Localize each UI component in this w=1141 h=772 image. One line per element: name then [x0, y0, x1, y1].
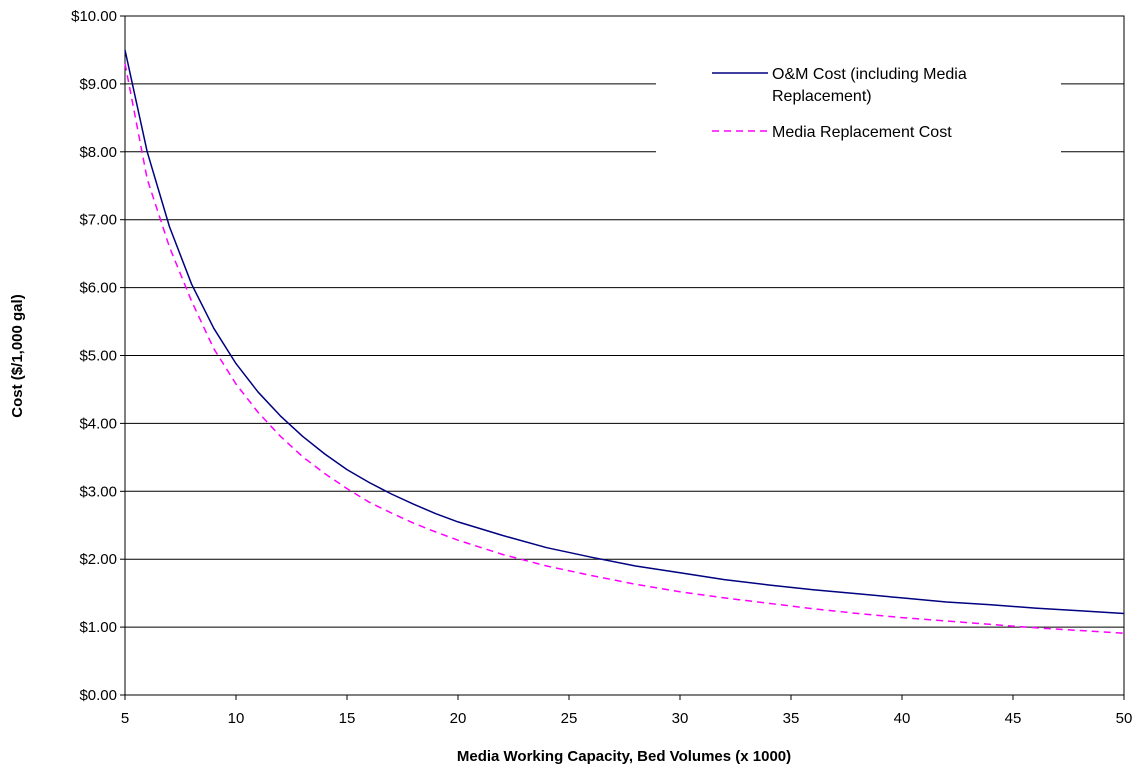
y-tick-label: $8.00	[79, 144, 117, 161]
y-axis-ticks: $0.00 $1.00 $2.00 $3.00 $4.00 $5.00 $6.00 $7.00…	[71, 8, 125, 704]
x-tick-label: 30	[672, 710, 689, 727]
x-tick-label: 10	[228, 710, 245, 727]
y-tick-label: $10.00	[71, 8, 117, 25]
y-tick-label: $4.00	[79, 415, 117, 432]
x-tick-label: 35	[783, 710, 800, 727]
y-tick-label: $0.00	[79, 687, 117, 704]
x-tick-label: 50	[1116, 710, 1133, 727]
y-tick-label: $3.00	[79, 483, 117, 500]
legend-label-om-cost-line1: O&M Cost (including Media	[772, 66, 967, 83]
legend-label-om-cost-line2: Replacement)	[772, 88, 872, 105]
gridlines	[125, 83, 1124, 628]
x-axis-ticks: 5 10 15 20 25 30 35 40 45 50	[121, 695, 1133, 727]
y-tick-label: $5.00	[79, 348, 117, 365]
legend-background	[656, 50, 1061, 178]
y-tick-label: $1.00	[79, 619, 117, 636]
x-tick-label: 45	[1005, 710, 1022, 727]
y-tick-label: $9.00	[79, 76, 117, 93]
series-line-media-replacement	[124, 63, 1125, 634]
y-tick-label: $2.00	[79, 551, 117, 568]
x-tick-label: 15	[339, 710, 356, 727]
x-tick-label: 25	[561, 710, 578, 727]
y-tick-label: $7.00	[79, 212, 117, 229]
y-tick-label: $6.00	[79, 280, 117, 297]
x-tick-label: 5	[121, 710, 129, 727]
x-axis-title: Media Working Capacity, Bed Volumes (x 1…	[457, 748, 791, 765]
legend-label-media-replacement: Media Replacement Cost	[772, 124, 952, 141]
y-axis-title: Cost ($/1,000 gal)	[9, 294, 26, 417]
x-tick-label: 40	[894, 710, 911, 727]
series-line-om-cost	[124, 49, 1125, 615]
legend: O&M Cost (including Media Replacement) M…	[656, 50, 1061, 178]
series-layer	[124, 49, 1125, 634]
x-tick-label: 20	[450, 710, 467, 727]
